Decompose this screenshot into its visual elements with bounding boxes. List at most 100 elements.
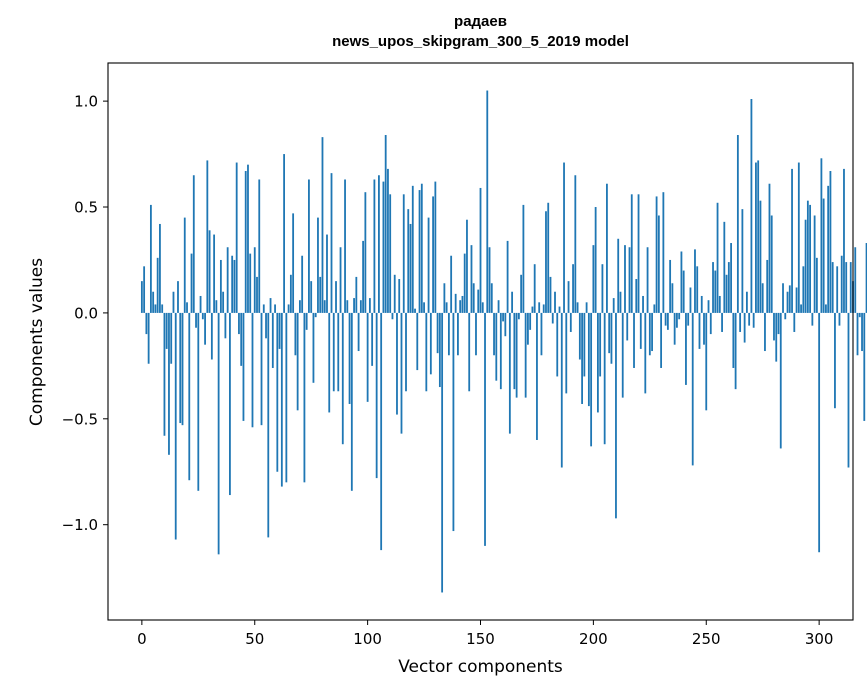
bar bbox=[242, 312, 245, 421]
bar bbox=[375, 312, 378, 479]
bar bbox=[626, 312, 629, 341]
bar bbox=[757, 160, 760, 313]
bar bbox=[775, 312, 778, 362]
bar bbox=[269, 298, 272, 313]
bar bbox=[745, 291, 748, 313]
bar bbox=[567, 281, 570, 313]
bar bbox=[393, 274, 396, 313]
bar bbox=[802, 266, 805, 313]
bar bbox=[468, 312, 471, 392]
bar bbox=[804, 219, 807, 313]
bar bbox=[723, 221, 726, 313]
bar bbox=[154, 304, 157, 313]
bar bbox=[484, 312, 486, 546]
bar bbox=[854, 247, 857, 313]
bar bbox=[199, 295, 202, 313]
bar bbox=[849, 262, 852, 313]
bar bbox=[183, 217, 186, 313]
chart-title-line-2: news_upos_skipgram_300_5_2019 model bbox=[332, 33, 629, 50]
bar bbox=[213, 234, 216, 313]
bar bbox=[247, 164, 249, 313]
bar bbox=[443, 283, 446, 313]
bar bbox=[822, 198, 825, 313]
x-tick-label: 200 bbox=[579, 630, 608, 648]
bar bbox=[601, 264, 604, 313]
bar bbox=[639, 312, 642, 349]
bar bbox=[642, 295, 644, 313]
bar bbox=[578, 312, 581, 360]
chart-title: радаев news_upos_skipgram_300_5_2019 mod… bbox=[108, 12, 853, 52]
bar bbox=[797, 162, 800, 313]
bar bbox=[319, 276, 322, 313]
bar bbox=[840, 255, 843, 313]
bar bbox=[328, 312, 331, 413]
bar bbox=[646, 247, 649, 313]
x-axis-label: Vector components bbox=[398, 657, 563, 677]
y-tick-label: −1.0 bbox=[62, 516, 98, 534]
bar bbox=[357, 312, 360, 352]
bar bbox=[858, 312, 861, 318]
bar bbox=[233, 259, 236, 313]
bar bbox=[452, 312, 455, 532]
bar bbox=[330, 173, 333, 313]
bar bbox=[317, 217, 319, 313]
bar bbox=[527, 312, 529, 345]
bar bbox=[344, 179, 346, 313]
bar bbox=[262, 304, 265, 313]
bar bbox=[736, 135, 739, 313]
bar bbox=[441, 312, 444, 593]
bar bbox=[292, 213, 295, 313]
bar bbox=[585, 302, 588, 313]
bar bbox=[565, 312, 568, 394]
bar bbox=[181, 312, 184, 426]
bar bbox=[818, 312, 821, 553]
bar bbox=[140, 281, 143, 313]
bar bbox=[192, 175, 195, 313]
bar bbox=[217, 312, 220, 555]
bar bbox=[560, 312, 563, 468]
bar bbox=[323, 300, 326, 313]
bar bbox=[653, 304, 656, 313]
bar bbox=[409, 223, 412, 313]
bar bbox=[265, 312, 267, 339]
bar bbox=[481, 302, 484, 313]
bar bbox=[172, 291, 175, 313]
bar bbox=[694, 249, 696, 313]
bar bbox=[540, 312, 543, 356]
x-tick-label: 250 bbox=[692, 630, 721, 648]
bar bbox=[506, 240, 509, 313]
bar bbox=[364, 192, 367, 313]
bar bbox=[504, 312, 507, 337]
bar bbox=[759, 200, 762, 313]
bar bbox=[161, 304, 164, 313]
bar bbox=[612, 298, 615, 313]
bar bbox=[770, 215, 773, 313]
bar bbox=[617, 238, 620, 313]
bar bbox=[782, 283, 784, 313]
bar bbox=[698, 312, 701, 349]
bar bbox=[373, 179, 376, 313]
bar bbox=[707, 300, 710, 313]
bar bbox=[391, 312, 394, 320]
bar bbox=[321, 137, 324, 313]
bar bbox=[843, 168, 845, 313]
bar bbox=[414, 308, 416, 313]
bar bbox=[398, 279, 401, 313]
bar bbox=[477, 289, 480, 313]
bar bbox=[258, 179, 261, 313]
bar bbox=[380, 312, 383, 551]
bar bbox=[174, 312, 177, 540]
bar bbox=[159, 223, 161, 313]
bar bbox=[463, 253, 466, 313]
bar bbox=[515, 312, 518, 398]
bar bbox=[549, 276, 552, 313]
bar bbox=[400, 312, 403, 434]
bar bbox=[793, 312, 796, 332]
bar bbox=[716, 202, 719, 313]
bar bbox=[420, 183, 423, 313]
bar bbox=[251, 312, 254, 428]
bar bbox=[572, 264, 574, 313]
bar bbox=[353, 298, 355, 313]
axes-frame bbox=[107, 62, 854, 621]
bar bbox=[389, 194, 392, 313]
